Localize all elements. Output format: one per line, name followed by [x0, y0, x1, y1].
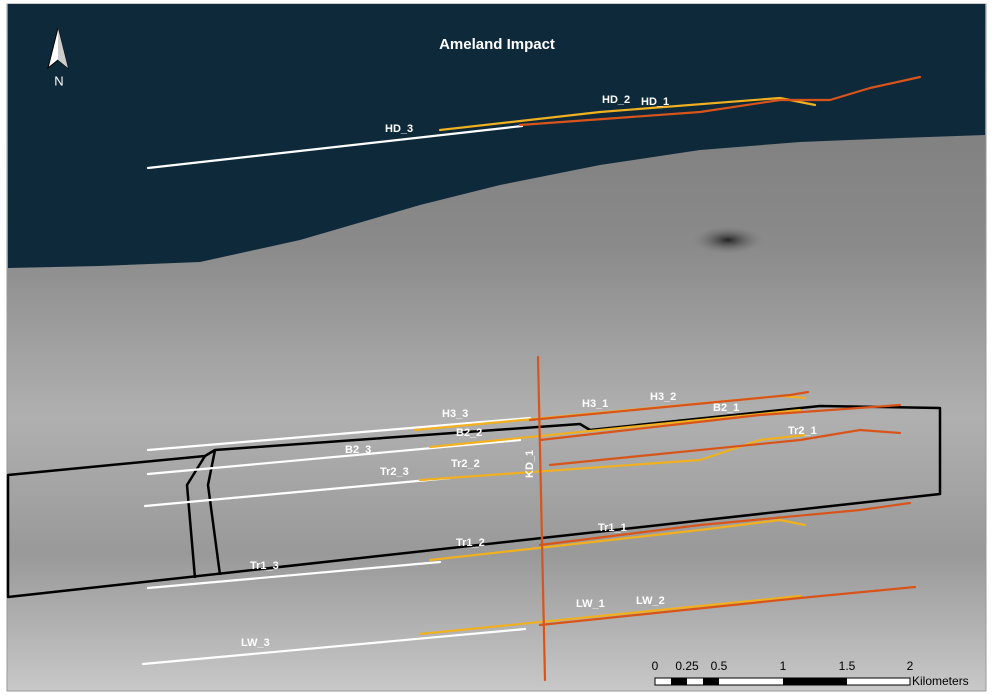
scale-label: 0.5 — [711, 659, 728, 673]
scale-label: 2 — [907, 659, 914, 673]
label: B2_3 — [345, 444, 371, 456]
map: N Ameland Impact HD_3 HD_2 HD_1 H3_3 H3_… — [0, 0, 994, 696]
label: KD_1 — [524, 450, 536, 478]
label: Tr1_1 — [598, 522, 627, 534]
label: H3_2 — [650, 391, 676, 403]
label: LW_3 — [241, 637, 270, 649]
label: H3_1 — [582, 398, 608, 410]
label: H3_3 — [442, 408, 468, 420]
scale-label: 1 — [780, 659, 787, 673]
label: B2_2 — [456, 427, 482, 439]
label: LW_2 — [636, 595, 665, 607]
scale-label: 0 — [652, 659, 659, 673]
scale-label: 0.25 — [675, 659, 699, 673]
depression — [693, 226, 763, 254]
north-label: N — [54, 73, 63, 88]
label: HD_1 — [641, 96, 669, 108]
label: Tr1_3 — [250, 560, 279, 572]
label: Tr2_3 — [380, 466, 409, 478]
label: HD_2 — [602, 94, 630, 106]
scale-label: 1.5 — [839, 659, 856, 673]
scale-unit: Kilometers — [912, 674, 969, 688]
label: HD_3 — [385, 123, 413, 135]
label: Tr1_2 — [456, 537, 485, 549]
label: Tr2_1 — [788, 425, 817, 437]
label: LW_1 — [576, 598, 605, 610]
label: B2_1 — [713, 402, 739, 414]
label: Tr2_2 — [451, 458, 480, 470]
map-title: Ameland Impact — [439, 36, 555, 53]
